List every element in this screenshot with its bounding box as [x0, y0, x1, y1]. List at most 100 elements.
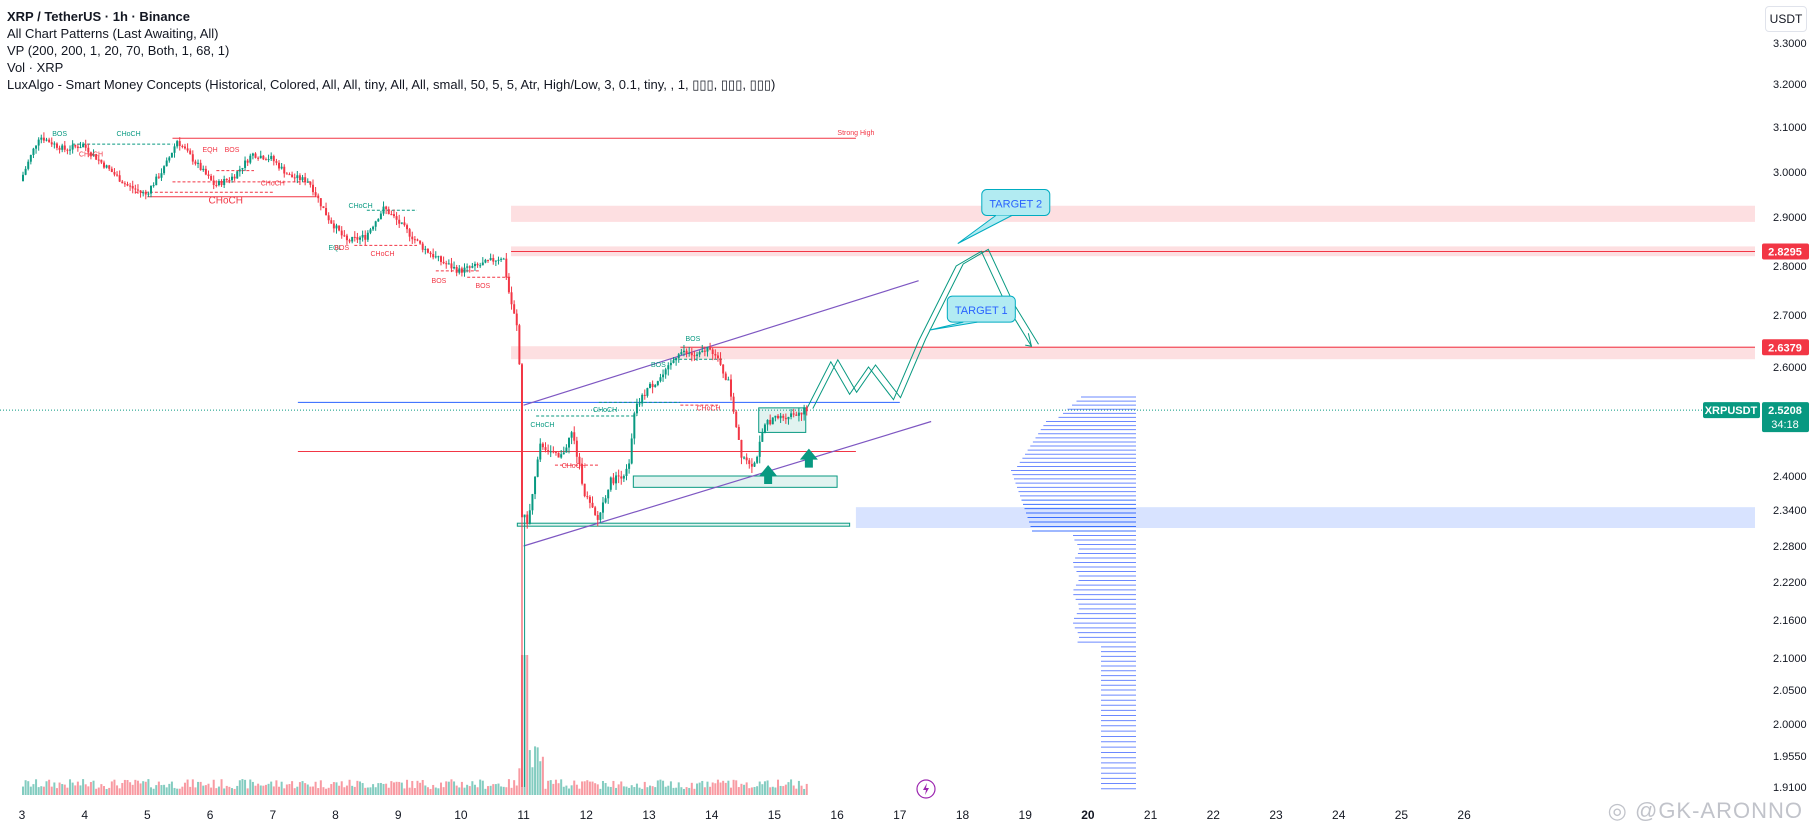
candle-body: [42, 137, 45, 141]
volume-bar: [617, 784, 620, 795]
volume-bar: [622, 786, 625, 795]
legend-indicator-smc[interactable]: LuxAlgo - Smart Money Concepts (Historic…: [7, 77, 776, 92]
volume-bar: [646, 787, 649, 795]
volume-bar: [557, 783, 560, 795]
candle-body: [278, 162, 281, 169]
volume-bar: [667, 785, 670, 795]
volume-bar: [784, 784, 787, 795]
time-tick-label: 12: [580, 808, 594, 822]
up-arrow-icon[interactable]: [759, 465, 778, 484]
callout-box[interactable]: [946, 295, 1016, 323]
volume-bar: [800, 785, 803, 795]
volume-bar: [48, 779, 51, 795]
candle-body: [649, 383, 651, 389]
volume-bar: [662, 780, 665, 795]
candle-body: [225, 179, 228, 181]
candle-body: [330, 220, 333, 224]
volume-bar: [223, 788, 226, 795]
volume-bar: [249, 779, 252, 795]
smc-label: BOS: [685, 336, 700, 343]
candle-body: [275, 161, 278, 163]
candle-body: [210, 175, 213, 181]
candle-body: [53, 143, 56, 145]
candle-body: [737, 427, 740, 440]
time-axis[interactable]: [0, 803, 1755, 830]
target-callout[interactable]: TARGET 1: [929, 295, 1016, 331]
candle-body: [756, 456, 759, 463]
volume-bar: [651, 786, 654, 795]
candle-body: [487, 259, 490, 261]
candle-body: [638, 403, 641, 405]
volume-bar: [432, 784, 435, 795]
candle-body: [319, 198, 322, 207]
candle-body: [40, 137, 43, 140]
up-arrow-icon[interactable]: [799, 448, 818, 468]
candle-body: [353, 236, 356, 238]
candle-body: [356, 237, 359, 240]
legend-symbol[interactable]: XRP / TetherUS · 1h · Binance: [7, 9, 191, 24]
candle-body: [460, 268, 463, 273]
legend-indicator-vp[interactable]: VP (200, 200, 1, 20, 70, Both, 1, 68, 1): [7, 43, 230, 58]
volume-bar: [82, 779, 85, 795]
volume-bar: [63, 784, 66, 795]
candle-body: [288, 174, 291, 176]
candle-body: [416, 239, 419, 241]
volume-bar: [390, 781, 393, 795]
current-price-marker[interactable]: [1762, 402, 1809, 433]
volume-bar: [706, 781, 709, 795]
legend-indicator-volume[interactable]: Vol · XRP: [7, 60, 64, 75]
candle-body: [620, 476, 623, 479]
price-marker-level-1[interactable]: [1762, 243, 1809, 260]
projection-path[interactable]: [805, 250, 1032, 411]
volume-bar: [690, 782, 693, 795]
price-marker-level-2[interactable]: [1762, 339, 1809, 356]
candle-body: [22, 174, 24, 181]
target-callout[interactable]: TARGET 2: [957, 189, 1051, 244]
smc-label: CHoCH: [349, 203, 373, 210]
time-tick-label: 20: [1081, 808, 1095, 822]
candle-body: [510, 292, 513, 305]
candle-body: [635, 403, 638, 414]
callout-box[interactable]: [981, 189, 1051, 216]
candle-body: [325, 208, 328, 216]
candle-body: [379, 213, 382, 220]
volume-bar: [163, 784, 166, 795]
candle-body: [183, 146, 186, 149]
volume-bar: [45, 781, 48, 795]
volume-bar: [455, 785, 458, 795]
time-tick-label: 19: [1019, 808, 1033, 822]
candle-body: [100, 159, 103, 163]
volume-bar: [275, 780, 278, 795]
volume-bar: [743, 784, 746, 795]
volume-bar: [217, 786, 220, 795]
candle-body: [573, 432, 576, 441]
currency-button[interactable]: USDT: [1765, 6, 1807, 32]
volume-bar: [202, 785, 205, 795]
candle-body: [309, 181, 312, 185]
price-tick-label: 2.7000: [1773, 310, 1807, 322]
candle-body: [748, 460, 751, 464]
volume-bar: [382, 783, 385, 795]
candle-body: [311, 184, 314, 193]
legend-indicator-patterns[interactable]: All Chart Patterns (Last Awaiting, All): [7, 26, 219, 41]
volume-bar: [335, 782, 338, 795]
candle-body: [197, 162, 200, 164]
candle-body: [285, 173, 288, 175]
candle-body: [468, 266, 471, 268]
volume-bar: [199, 781, 202, 795]
channel-upper-line[interactable]: [523, 280, 919, 406]
volume-bar: [466, 784, 469, 795]
candle-body: [604, 498, 607, 503]
volume-bar: [58, 782, 61, 795]
volume-bar: [392, 782, 395, 795]
candle-body: [453, 266, 456, 269]
volume-bar: [351, 785, 354, 795]
volume-bar: [136, 780, 139, 795]
volume-bar: [549, 780, 552, 795]
symbol-label-box[interactable]: [1703, 402, 1760, 419]
channel-lower-line[interactable]: [523, 420, 932, 547]
order-block-box[interactable]: [516, 522, 851, 527]
time-tick-label: 26: [1457, 808, 1471, 822]
candle-body: [61, 145, 64, 150]
